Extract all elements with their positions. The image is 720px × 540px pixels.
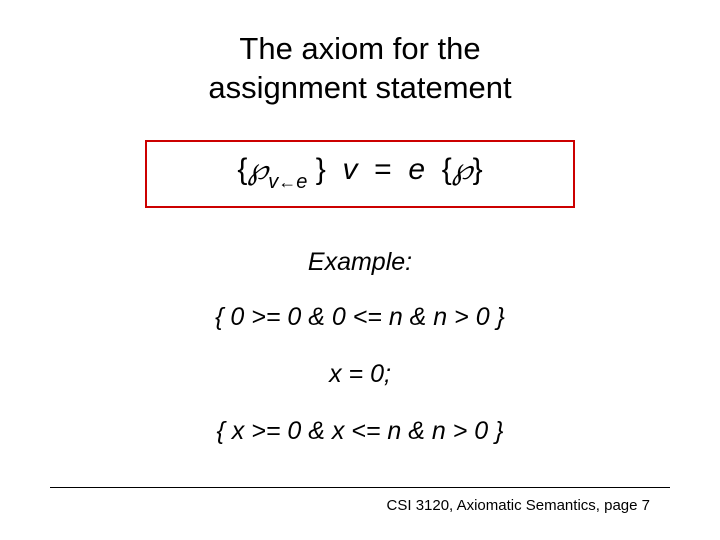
slide-title: The axiom for the assignment statement xyxy=(50,30,670,108)
equals: = xyxy=(374,153,392,186)
arrow-icon: ← xyxy=(278,172,296,192)
brace-close-1: } xyxy=(316,153,326,186)
example-label: Example: xyxy=(50,248,670,277)
brace-open-2: { xyxy=(442,153,452,186)
brace-close-2: } xyxy=(473,153,483,186)
var-v: v xyxy=(342,153,357,186)
title-line-1: The axiom for the xyxy=(239,31,480,66)
axiom-box: {℘v←e } v = e {℘} xyxy=(145,140,575,208)
title-line-2: assignment statement xyxy=(208,70,511,105)
wp-symbol-2: ℘ xyxy=(452,153,473,186)
sub-v: v xyxy=(268,171,278,193)
precondition: { 0 >= 0 & 0 <= n & n > 0 } xyxy=(50,303,670,332)
wp-symbol-1: ℘ xyxy=(247,153,268,186)
expr-e: e xyxy=(408,153,425,186)
slide: The axiom for the assignment statement {… xyxy=(0,0,720,540)
assignment-statement: x = 0; xyxy=(50,360,670,389)
footer-text: CSI 3120, Axiomatic Semantics, page 7 xyxy=(387,497,650,514)
brace-open-1: { xyxy=(237,153,247,186)
footer-rule xyxy=(50,487,670,488)
sub-e: e xyxy=(296,171,307,193)
postcondition: { x >= 0 & x <= n & n > 0 } xyxy=(50,417,670,446)
